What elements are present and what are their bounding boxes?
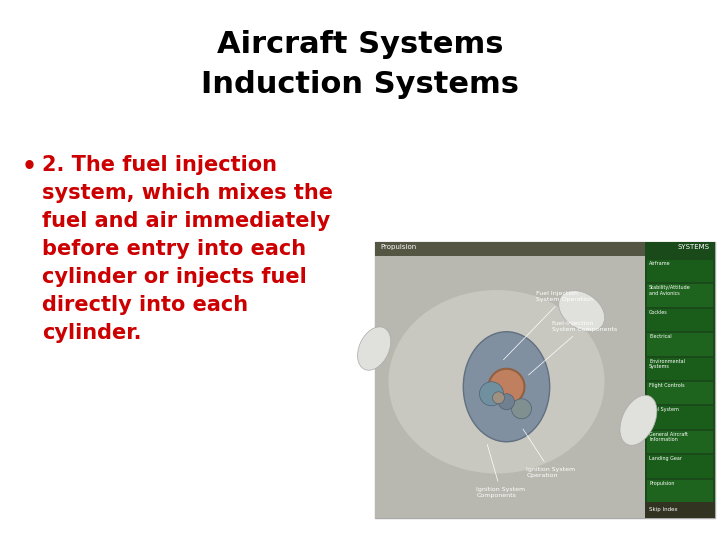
Bar [645,502,715,518]
Bar [647,333,713,356]
Text: Airframe: Airframe [649,261,670,266]
Circle shape [492,392,505,404]
Text: Cockles: Cockles [649,310,667,315]
Text: Propulsion: Propulsion [649,481,675,485]
Bar [647,431,713,453]
Text: Ignition System
Operation: Ignition System Operation [523,429,575,477]
Text: fuel and air immediately: fuel and air immediately [42,211,330,231]
Bar [375,256,645,518]
Ellipse shape [620,395,657,445]
Text: Fuel Injection
System Operation: Fuel Injection System Operation [503,291,593,360]
Text: Stability/Attitude
and Avionics: Stability/Attitude and Avionics [649,286,690,296]
Text: Propulsion: Propulsion [380,244,416,250]
Text: Fuel-Injection
System Components: Fuel-Injection System Components [528,321,617,375]
Text: Flight Controls: Flight Controls [649,383,685,388]
Text: before entry into each: before entry into each [42,239,306,259]
Text: directly into each: directly into each [42,295,248,315]
Bar [375,242,715,256]
Bar [647,285,713,307]
Text: General Aircraft
Information: General Aircraft Information [649,432,688,442]
Text: Environmental
Systems: Environmental Systems [649,359,685,369]
Bar [647,455,713,477]
Bar [647,480,713,502]
Text: Electrical: Electrical [649,334,672,339]
Text: Aircraft Systems: Aircraft Systems [217,30,503,59]
Ellipse shape [358,327,391,370]
Ellipse shape [463,332,549,442]
Circle shape [498,394,515,410]
Text: cylinder or injects fuel: cylinder or injects fuel [42,267,307,287]
Circle shape [480,382,503,406]
Text: Induction Systems: Induction Systems [201,70,519,99]
Text: cylinder.: cylinder. [42,323,142,343]
Bar [375,242,715,518]
Bar [647,260,713,282]
Bar [647,357,713,380]
Circle shape [488,369,524,405]
Bar [645,242,715,518]
Text: SYSTEMS: SYSTEMS [678,244,710,250]
Text: 2. The fuel injection: 2. The fuel injection [42,155,277,175]
Text: •: • [22,155,37,179]
Bar [647,407,713,429]
Ellipse shape [389,290,605,474]
Text: Skip Index: Skip Index [649,507,678,511]
Bar [647,309,713,331]
Circle shape [511,399,531,418]
Text: Fuel System: Fuel System [649,407,679,413]
Bar [647,382,713,404]
Text: Ignition System
Components: Ignition System Components [477,444,526,497]
Text: Landing Gear: Landing Gear [649,456,682,461]
Text: system, which mixes the: system, which mixes the [42,183,333,203]
Ellipse shape [559,291,605,332]
